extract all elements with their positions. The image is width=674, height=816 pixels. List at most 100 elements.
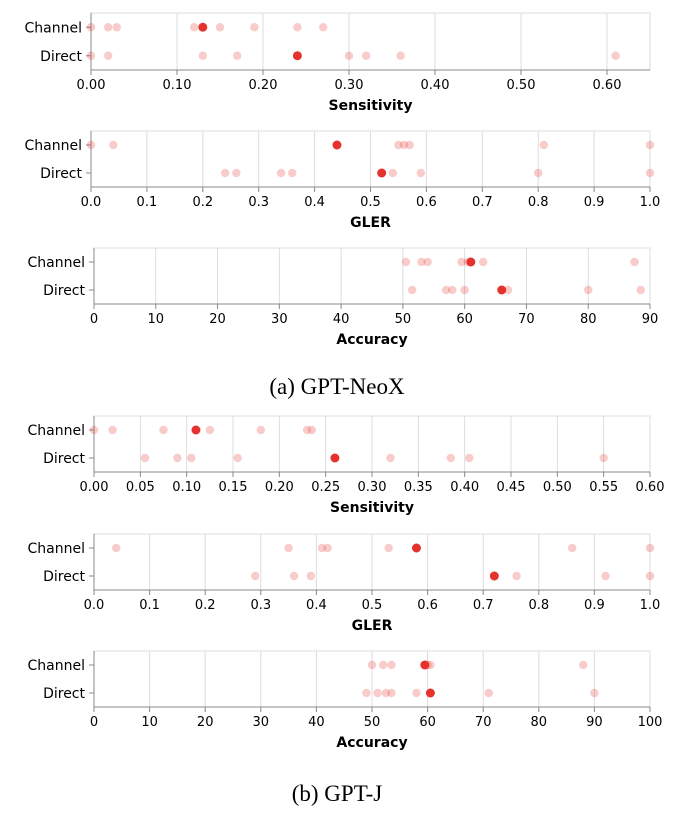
data-point-direct [233,453,242,463]
x-tick-label: 20 [209,312,226,327]
data-point-channel [86,140,96,150]
data-point-direct [590,688,599,698]
x-tick-label: 30 [271,312,288,327]
caption-gpt-j: (b) GPT-J [291,781,383,806]
data-point-direct [503,285,513,295]
y-category-label-direct: Direct [40,49,82,65]
y-category-label-direct: Direct [43,283,85,299]
x-tick-label: 0 [90,312,98,327]
x-tick-label: 40 [308,715,325,730]
x-tick-label: 90 [586,715,603,730]
data-point-direct [460,285,469,295]
x-tick-label: 80 [531,715,548,730]
y-category-label-direct: Direct [43,569,85,585]
x-tick-label: 0.55 [589,480,618,495]
data-point-channel [250,23,259,32]
data-point-direct [140,453,150,463]
data-point-direct [362,51,371,60]
x-tick-label: 50 [364,715,381,730]
x-tick-label: 0.3 [250,598,271,613]
x-tick-label: 70 [475,715,492,730]
x-tick-label: 0.25 [311,480,340,495]
x-tick-label: 0.60 [636,480,665,495]
x-tick-label: 0.40 [421,78,450,93]
x-tick-label: 0.7 [472,195,493,210]
data-point-direct [86,51,96,60]
y-category-label-direct: Direct [40,166,82,182]
x-tick-label: 0.40 [450,480,479,495]
data-point-direct [373,688,382,698]
y-category-label-channel: Channel [28,658,85,674]
x-tick-label: 0.45 [497,480,526,495]
data-point-direct [584,285,593,295]
data-point-direct [407,285,417,295]
data-point-channel [307,425,316,435]
data-point-channel [479,257,488,267]
chart-panel-neox-sensitivity: 0.00 0.10 0.20 0.30 0.40 0.50 0.60 Sensitivity C… [25,12,651,114]
data-point-channel [394,140,403,150]
x-axis-title: GLER [352,618,393,634]
y-category-label-channel: Channel [28,423,85,439]
x-tick-label: 0.9 [584,195,605,210]
x-tick-label: 0.20 [265,480,294,495]
plot-frame [90,12,651,71]
x-tick-label: 60 [419,715,436,730]
data-point-direct [645,571,655,581]
x-tick-label: 0.10 [163,78,192,93]
data-point-direct [276,168,286,178]
x-tick-label: 0.8 [528,195,549,210]
y-category-label-direct: Direct [43,686,85,702]
data-point-channel [539,140,548,150]
data-point-channel [457,257,466,267]
chart-panel-gptj-gler: 0.0 0.1 0.2 0.3 0.4 0.5 0.6 0.7 0.8 0.9 1.0 GLER Cha… [28,533,660,634]
data-point-channel [256,425,265,435]
x-tick-label: 0.1 [139,598,160,613]
data-point-channel [159,425,168,435]
data-point-channel [317,543,327,553]
data-point-direct [388,168,398,178]
x-tick-label: 0 [90,715,98,730]
data-point-channel [89,425,99,435]
data-point-direct [512,571,521,581]
data-point-direct [173,453,182,463]
highlight-point-direct [292,51,302,61]
data-point-direct [251,571,260,581]
chart-panel-neox-accuracy: 0 10 20 30 40 50 60 70 80 90 Accuracy Channel Direct [28,247,658,348]
data-point-direct [104,51,113,60]
data-point-channel [417,257,426,267]
x-tick-label: 50 [395,312,412,327]
data-point-direct [446,453,455,463]
data-point-direct [448,285,457,295]
x-tick-label: 0.6 [417,598,438,613]
x-tick-label: 0.30 [358,480,387,495]
data-point-channel [109,140,118,150]
data-point-direct [344,51,354,60]
x-tick-label: 1.0 [640,195,661,210]
plot-frame [93,247,651,305]
data-point-channel [293,23,302,32]
data-point-channel [630,257,639,267]
data-point-channel [323,543,332,553]
highlight-point-direct [425,688,435,698]
chart-panel-neox-gler: 0.0 0.1 0.2 0.3 0.4 0.5 0.6 0.7 0.8 0.9 1.0 GLER Cha… [25,130,661,231]
data-point-channel [284,543,293,553]
data-point-channel [86,23,96,32]
data-point-direct [220,168,230,178]
data-point-channel [387,660,396,670]
data-point-channel [579,660,588,670]
data-point-channel [104,23,113,32]
caption-gpt-neox: (a) GPT-NeoX [269,374,405,399]
data-point-direct [599,453,608,463]
x-tick-label: 0.2 [192,195,213,210]
x-axis-title: Accuracy [336,735,407,751]
x-axis-title: Sensitivity [330,500,414,516]
data-point-direct [396,51,405,60]
x-tick-label: 0.50 [507,78,536,93]
data-point-channel [405,140,414,150]
data-point-channel [645,543,655,553]
data-point-channel [384,543,393,553]
highlight-point-channel [191,425,201,435]
x-axis-title: GLER [350,215,391,231]
data-point-direct [288,168,297,178]
